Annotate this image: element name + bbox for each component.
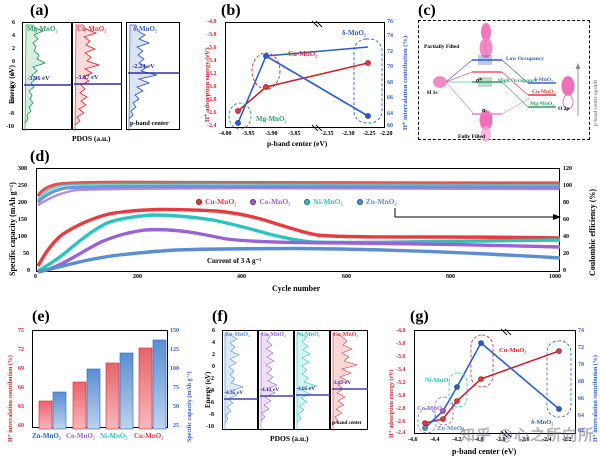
panel-a-xlabel: PDOS (a.u.): [72, 134, 111, 143]
panel-a: (a) Energy (eV) 6 4 2 0 -2 -4 -6 -8 -10 …: [0, 0, 195, 148]
panel-b-ann-delta: δ-MnO₂: [342, 29, 367, 37]
panel-f-center-co: -4.13 eV: [260, 387, 280, 393]
legend-marker-icon: [304, 198, 311, 205]
panel-a-label: (a): [30, 2, 49, 19]
panel-b-ann-cu: Cu-MnO₂: [288, 50, 318, 58]
panel-f-sub-zn: Zn-MnO₂ -4.35 eV: [222, 330, 258, 431]
panel-c-partially-filled: Partially Filled: [424, 44, 460, 50]
panel-g-ann-co: Co-MnO₂: [417, 405, 444, 412]
panel-b-ylabel-right: H⁺ intercalation contribution (%): [402, 35, 409, 130]
panel-f-sub-ni: Ni-MnO₂ -4.05 eV: [294, 330, 330, 431]
panel-d-xlabel: Cycle number: [272, 284, 321, 293]
panel-d-legend-item: Zn-MnO₂: [356, 197, 397, 206]
panel-c: (c): [410, 0, 600, 148]
panel-d-legend-item: Ni-MnO₂: [304, 197, 343, 206]
panel-e-plot: [32, 330, 168, 430]
panel-c-upshift-label: p-band center upshift: [594, 79, 599, 126]
panel-a-sub-cu: Cu-MnO₂ -3.87 eV: [72, 22, 122, 132]
panel-f-center-cu: -3.87 eV: [332, 380, 352, 386]
panel-f-sub-co: Co-MnO₂ -4.13 eV: [258, 330, 294, 431]
panel-f-xlabel: PDOS (a.u.): [270, 434, 309, 443]
panel-b-label: (b): [221, 2, 241, 19]
panel-g-ann-ni: Ni-MnO₂: [425, 377, 451, 384]
panel-f-label: (f): [212, 308, 228, 325]
panel-g-ann-zn: Zn-MnO₂: [437, 425, 464, 432]
panel-d-label: (d): [30, 148, 50, 165]
panel-a-center-delta: -2.24 eV: [132, 63, 155, 70]
panel-b: (b) H⁺ adsorption energy (eV) H⁺ interca…: [204, 2, 409, 148]
panel-a-sub-mg: Mg-MnO₂ -3.96 eV: [22, 22, 72, 132]
panel-d-current-annotation: Current of 3 A g⁻¹: [207, 257, 262, 265]
panel-a-corner-note: p-band center: [130, 120, 169, 127]
panel-a-center-cu: -3.87 eV: [76, 74, 99, 81]
panel-b-plot: Mg-MnO₂ Cu-MnO₂ δ-MnO₂: [225, 20, 385, 132]
panel-c-level-delta: δ-MnO₂: [534, 77, 553, 83]
panel-c-sigma: σ: [482, 108, 486, 114]
legend-marker-icon: [356, 198, 363, 205]
panel-b-xlabel: p-band center (eV): [267, 139, 328, 148]
panel-c-o2p: O 2p: [558, 106, 570, 112]
panel-b-ann-mg: Mg-MnO₂: [256, 115, 287, 123]
panel-d-legend-label: Cu-MnO₂: [205, 197, 237, 206]
panel-c-h1s: H 1s: [427, 90, 438, 96]
panel-f-center-ni: -4.05 eV: [296, 386, 316, 392]
panel-g-plot: Zn-MnO₂ Co-MnO₂ Ni-MnO₂ Cu-MnO₂ δ-MnO₂: [414, 328, 576, 438]
panel-d-ylabel-right: Coulombic efficiency (%): [588, 188, 597, 276]
panel-c-sigma-star: σ*: [476, 78, 483, 84]
panel-e-label: (e): [32, 308, 50, 325]
legend-marker-icon: [250, 198, 257, 205]
panel-d-ylabel-left: Specific capacity (mAh g⁻¹): [8, 182, 17, 276]
panel-g-ann-delta: δ-MnO₂: [531, 419, 554, 426]
panel-e-cat-0: Zn-MnO₂: [32, 432, 61, 440]
panel-d-legend-label: Co-MnO₂: [259, 197, 291, 206]
panel-f-center-zn: -4.35 eV: [224, 390, 244, 396]
legend-marker-icon: [196, 198, 202, 205]
panel-e-cat-1: Co-MnO₂: [66, 432, 95, 440]
panel-g-ylabel-left: H⁺ adsorption energy (eV): [389, 369, 395, 438]
panel-c-level-cu: Cu-MnO₂: [532, 89, 556, 95]
panel-g: (g) H⁺ adsorption energy (eV) H⁺ interca…: [389, 308, 599, 456]
panel-c-label: (c): [418, 2, 436, 19]
panel-e-cat-2: Ni-MnO₂: [100, 432, 128, 440]
panel-g-ylabel-right: H⁺ intercalation contribution (%): [593, 355, 599, 442]
panel-c-fully-filled: Fully Filled: [458, 134, 486, 140]
panel-f-sub-ni-title: Ni-MnO₂: [297, 332, 321, 338]
panel-e-cat-3: Cu-MnO₂: [134, 432, 164, 440]
panel-a-sub-delta-title: δ-MnO₂: [133, 25, 158, 33]
panel-d-legend-label: Zn-MnO₂: [365, 197, 397, 206]
panel-d-legend: Cu-MnO₂ Co-MnO₂ Ni-MnO₂ Zn-MnO₂: [196, 197, 397, 206]
panel-d-legend-label: Ni-MnO₂: [313, 197, 343, 206]
panel-d: (d) Specific capacity (mAh g⁻¹) Coulombi…: [8, 148, 597, 293]
panel-g-xlabel: p-band center (eV): [452, 447, 517, 456]
panel-f-sub-cu-title: Cu-MnO₂: [333, 332, 359, 338]
panel-f-sub-co-title: Co-MnO₂: [261, 332, 286, 338]
panel-a-sub-cu-title: Cu-MnO₂: [77, 25, 107, 33]
panel-f: (f) Energy (eV) 6 4 2 0 -2 -4 -6 -8 -10 …: [196, 306, 374, 462]
panel-g-ann-cu: Cu-MnO₂: [499, 347, 527, 354]
panel-g-label: (g): [410, 308, 429, 325]
panel-f-corner-note: p-band center: [332, 421, 362, 426]
panel-e-ylabel-left: H⁺ intercalation contribution (%): [8, 355, 14, 442]
panel-f-sub-zn-title: Zn-MnO₂: [225, 332, 250, 338]
panel-e-ylabel-right: Specific capacity (mAh g⁻¹): [187, 371, 193, 442]
panel-a-center-mg: -3.96 eV: [27, 75, 50, 82]
panel-a-sub-delta: δ-MnO₂ -2.24 eV p-band center: [126, 22, 180, 132]
panel-f-sub-cu: Cu-MnO₂ -3.87 eV p-band center: [330, 330, 368, 431]
panel-d-legend-item: Cu-MnO₂: [196, 197, 236, 206]
panel-c-level-mg: Mg-MnO₂: [530, 101, 554, 107]
panel-d-plot: Current of 3 A g⁻¹: [36, 168, 561, 274]
panel-c-high-occupancy: High Occupancy: [498, 78, 538, 84]
panel-a-sub-mg-title: Mg-MnO₂: [27, 25, 58, 33]
panel-e: (e) H⁺ intercalation contribution (%) Sp…: [8, 308, 193, 442]
panel-d-legend-item: Co-MnO₂: [250, 197, 290, 206]
panel-c-low-occupancy: Low Occupancy: [506, 56, 545, 62]
